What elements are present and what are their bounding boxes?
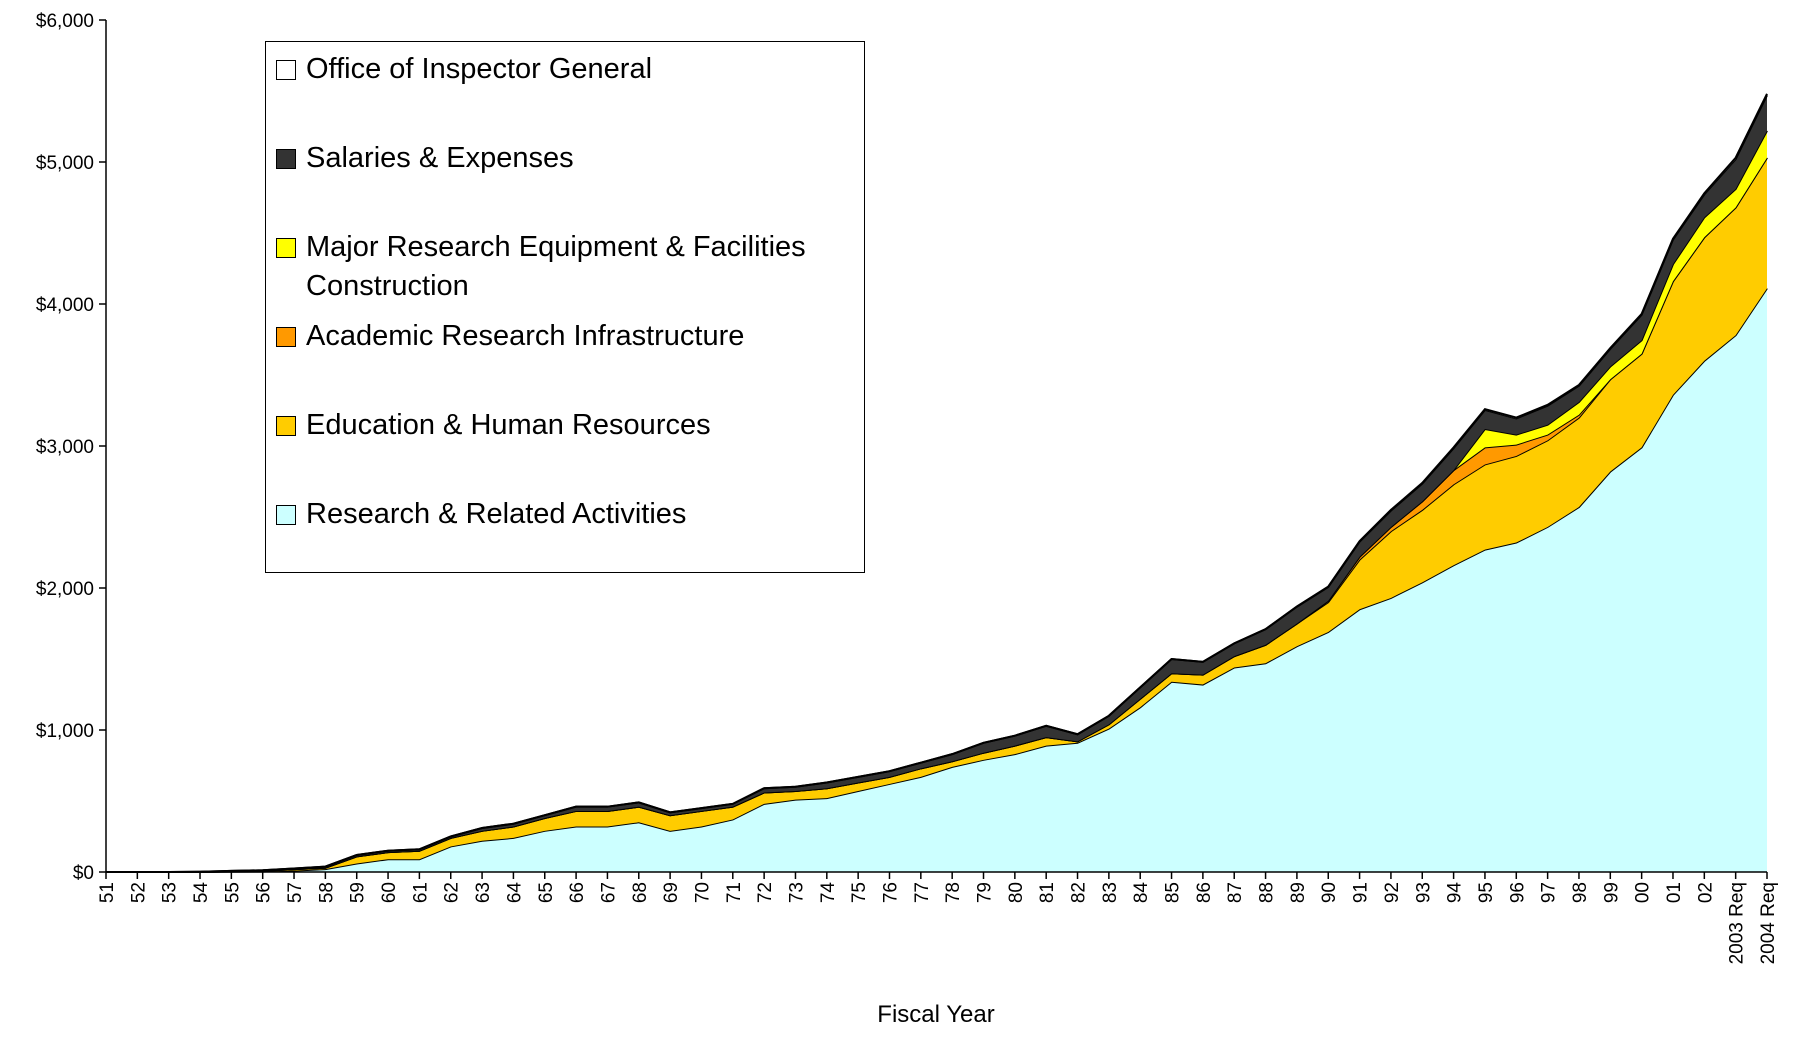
x-tick-label: 57 bbox=[285, 882, 306, 903]
x-tick-label: 00 bbox=[1633, 882, 1654, 903]
x-tick-label: 58 bbox=[316, 882, 337, 903]
x-tick-label: 01 bbox=[1664, 882, 1685, 903]
legend-label: Salaries & Expenses bbox=[306, 142, 574, 174]
legend-swatch bbox=[276, 60, 296, 80]
legend-swatch bbox=[276, 149, 296, 169]
legend-item: Office of Inspector General bbox=[274, 50, 856, 139]
x-tick-label: 89 bbox=[1288, 882, 1309, 903]
x-tick-label: 93 bbox=[1413, 882, 1434, 903]
x-tick-label: 87 bbox=[1225, 882, 1246, 903]
x-tick-label: 65 bbox=[536, 882, 557, 903]
x-tick-label: 02 bbox=[1695, 882, 1716, 903]
x-tick-label: 55 bbox=[222, 882, 243, 903]
x-tick-label: 99 bbox=[1601, 882, 1622, 903]
legend-label: Research & Related Activities bbox=[306, 498, 687, 530]
x-tick-label: 2003 Req bbox=[1727, 882, 1748, 964]
x-tick-label: 52 bbox=[128, 882, 149, 903]
legend-label: Academic Research Infrastructure bbox=[306, 320, 745, 352]
areas bbox=[106, 93, 1768, 873]
x-tick-label: 51 bbox=[97, 882, 118, 903]
x-tick-label: 85 bbox=[1163, 882, 1184, 903]
x-tick-label: 91 bbox=[1351, 882, 1372, 903]
x-tick-label: 97 bbox=[1539, 882, 1560, 903]
x-tick-label: 94 bbox=[1445, 882, 1466, 904]
area-edge bbox=[106, 93, 1768, 873]
area-fill bbox=[106, 288, 1767, 872]
x-axis-title: Fiscal Year bbox=[877, 1001, 994, 1028]
y-tick-label: $5,000 bbox=[36, 153, 94, 174]
x-tick-label: 90 bbox=[1319, 882, 1340, 903]
legend-item: Education & Human Resources bbox=[274, 406, 856, 495]
y-tick-label: $0 bbox=[73, 863, 94, 884]
x-tick-label: 66 bbox=[567, 882, 588, 903]
legend-swatch bbox=[276, 238, 296, 258]
x-tick-label: 92 bbox=[1382, 882, 1403, 903]
legend-label: Office of Inspector General bbox=[306, 53, 653, 85]
x-tick-label: 74 bbox=[818, 882, 839, 904]
x-tick-label: 95 bbox=[1476, 882, 1497, 903]
legend-label: Major Research Equipment & Facilities Co… bbox=[306, 231, 806, 302]
y-tick-label: $3,000 bbox=[36, 437, 94, 458]
x-tick-label: 62 bbox=[442, 882, 463, 903]
area-fill bbox=[106, 95, 1767, 872]
x-tick-label: 69 bbox=[661, 882, 682, 903]
x-tick-label: 63 bbox=[473, 882, 494, 903]
x-tick-label: 67 bbox=[598, 882, 619, 903]
y-tick-label: $1,000 bbox=[36, 721, 94, 742]
x-tick-label: 60 bbox=[379, 882, 400, 903]
legend-item: Academic Research Infrastructure bbox=[274, 317, 856, 406]
x-tick-label: 53 bbox=[160, 882, 181, 903]
x-tick-label: 79 bbox=[975, 882, 996, 903]
area-fill bbox=[106, 157, 1767, 873]
x-tick-label: 70 bbox=[692, 882, 713, 903]
legend-swatch bbox=[276, 416, 296, 436]
x-tick-label: 73 bbox=[786, 882, 807, 903]
x-tick-label: 75 bbox=[849, 882, 870, 903]
x-tick-label: 54 bbox=[191, 882, 212, 904]
x-tick-label: 84 bbox=[1131, 882, 1152, 904]
x-tick-label: 96 bbox=[1507, 882, 1528, 903]
x-tick-label: 78 bbox=[943, 882, 964, 903]
legend-swatch bbox=[276, 327, 296, 347]
x-tick-label: 71 bbox=[724, 882, 745, 903]
x-tick-label: 81 bbox=[1037, 882, 1058, 903]
y-tick-label: $4,000 bbox=[36, 295, 94, 316]
x-tick-label: 56 bbox=[254, 882, 275, 903]
x-tick-label: 2004 Req bbox=[1758, 882, 1779, 964]
legend-item: Salaries & Expenses bbox=[274, 139, 856, 228]
x-tick-label: 76 bbox=[880, 882, 901, 903]
x-tick-label: 77 bbox=[912, 882, 933, 903]
legend-label: Education & Human Resources bbox=[306, 409, 711, 441]
x-tick-label: 88 bbox=[1257, 882, 1278, 903]
x-tick-label: 64 bbox=[504, 882, 525, 904]
x-tick-label: 59 bbox=[348, 882, 369, 903]
x-tick-label: 80 bbox=[1006, 882, 1027, 903]
legend-item: Major Research Equipment & Facilities Co… bbox=[274, 228, 856, 317]
x-tick-label: 82 bbox=[1069, 882, 1090, 903]
legend-swatch bbox=[276, 505, 296, 525]
y-tick-label: $6,000 bbox=[36, 11, 94, 32]
x-tick-label: 68 bbox=[630, 882, 651, 903]
x-tick-label: 61 bbox=[410, 882, 431, 903]
x-tick-label: 72 bbox=[755, 882, 776, 903]
x-tick-label: 98 bbox=[1570, 882, 1591, 903]
legend: Office of Inspector General Salaries & Ex… bbox=[265, 41, 865, 573]
y-tick-label: $2,000 bbox=[36, 579, 94, 600]
x-tick-label: 86 bbox=[1194, 882, 1215, 903]
area-edge bbox=[106, 130, 1768, 873]
x-tick-label: 83 bbox=[1100, 882, 1121, 903]
legend-item: Research & Related Activities bbox=[274, 495, 856, 584]
